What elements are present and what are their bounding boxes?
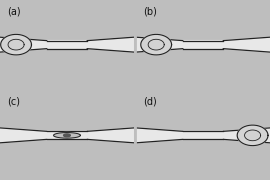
Text: (b): (b) — [143, 6, 157, 16]
Polygon shape — [245, 130, 261, 141]
Polygon shape — [8, 39, 24, 50]
Text: (d): (d) — [143, 97, 157, 107]
Polygon shape — [1, 34, 32, 55]
Polygon shape — [136, 37, 270, 52]
Polygon shape — [64, 134, 70, 137]
Polygon shape — [237, 125, 268, 146]
Polygon shape — [0, 128, 134, 143]
Polygon shape — [148, 39, 164, 50]
Polygon shape — [0, 37, 134, 52]
Polygon shape — [136, 128, 270, 143]
Text: (c): (c) — [7, 97, 20, 107]
Text: (a): (a) — [7, 6, 20, 16]
Polygon shape — [53, 132, 80, 138]
Polygon shape — [141, 34, 171, 55]
